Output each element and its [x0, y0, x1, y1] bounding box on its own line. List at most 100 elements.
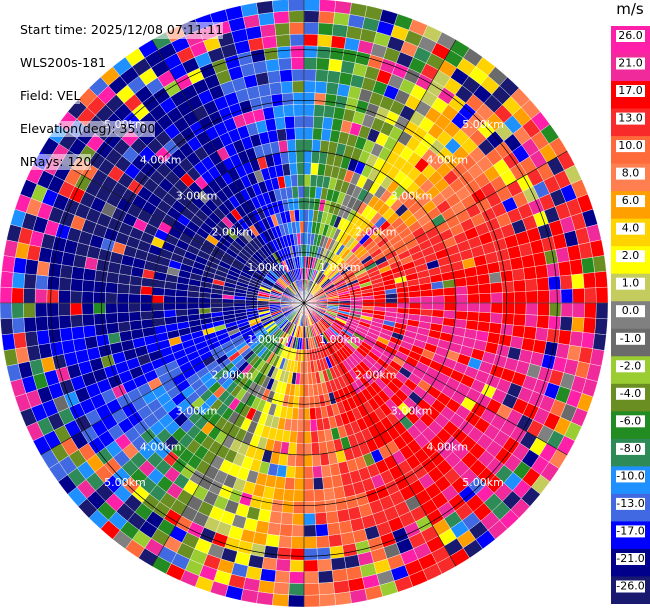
radar-gate [303, 127, 314, 140]
radar-gate [151, 302, 165, 312]
radar-gate [59, 264, 74, 279]
radar-gate [303, 104, 315, 117]
radar-gate [329, 545, 345, 559]
radar-gate [276, 547, 292, 561]
radar-gate [489, 282, 503, 294]
radar-gate [1, 255, 16, 273]
radar-gate [292, 80, 305, 93]
radar-gate [276, 128, 288, 142]
colorbar-label-bg [616, 112, 645, 125]
azimuth-spoke [303, 150, 568, 304]
radar-gate [82, 279, 95, 293]
radar-gate [292, 92, 305, 105]
radar-gate [523, 326, 537, 340]
radar-gate [70, 314, 84, 328]
radar-gate [318, 10, 335, 25]
radar-gate [0, 302, 13, 320]
range-ring-labels: 1.00km 1.00km 1.00km 1.00km 2.00km 2.00km 2.00… [104, 118, 504, 489]
radar-gate [534, 264, 549, 279]
radar-gate [265, 533, 280, 548]
radar-gate [453, 277, 467, 288]
radar-gate [595, 302, 609, 320]
radar-gate [267, 522, 281, 536]
radar-gate [571, 316, 585, 333]
radar-gate [288, 10, 305, 23]
radar-gate [278, 140, 289, 154]
radar-gate [521, 254, 536, 269]
colorbar-tick-label: 17.0 [618, 84, 643, 97]
colorbar-tick-label: 8.0 [622, 167, 640, 180]
radar-gate [289, 162, 298, 176]
radar-gate [259, 568, 277, 583]
radar-gate [23, 288, 36, 304]
radar-gate [23, 273, 37, 290]
radar-gate [293, 104, 305, 117]
azimuth-spoke [303, 39, 457, 304]
radar-gate [303, 477, 314, 491]
radar-gate [163, 295, 176, 304]
radar-gate [303, 372, 309, 385]
range-ring-label: 3.00km [391, 405, 433, 418]
radar-gate [303, 139, 313, 152]
radar-gate [584, 302, 597, 319]
radar-gate [500, 323, 514, 337]
radar-gate [24, 258, 39, 276]
colorbar-label-bg [616, 415, 645, 428]
radar-gate [467, 293, 480, 304]
radar-gate [559, 274, 573, 290]
radar-gate [82, 313, 95, 327]
radar-gate [117, 283, 130, 294]
radar-gate [323, 487, 336, 501]
radar-gate [501, 313, 515, 326]
radar-gate [292, 501, 305, 514]
radar-gate [513, 313, 526, 327]
radar-gate [297, 407, 305, 421]
radar-gate [316, 45, 332, 59]
radar-gate [303, 197, 310, 210]
radar-gate [490, 302, 503, 314]
radar-gate [509, 256, 524, 271]
radar-gate [314, 512, 328, 525]
colorbar-label-bg [616, 332, 645, 345]
radar-gate [272, 487, 285, 501]
radar-gate [317, 22, 334, 36]
radar-sectors [0, 0, 609, 608]
radar-gate [11, 302, 24, 319]
radar-gate [116, 302, 130, 313]
nrays: NRays: 120 [19, 153, 92, 171]
radar-gate [163, 309, 177, 318]
radar-gate [84, 335, 99, 350]
radar-gate [268, 510, 283, 525]
radar-gate [511, 267, 526, 282]
radar-gate [476, 273, 491, 285]
colorbar-label-bg [616, 57, 645, 70]
radar-gate [560, 288, 574, 304]
radar-gate [303, 162, 312, 175]
radar-gate [295, 454, 305, 467]
radar-gate [46, 315, 60, 331]
colorbar-tick-label: -21.0 [616, 552, 644, 565]
radar-gate [297, 174, 305, 187]
radar-gate [82, 267, 97, 282]
range-ring-label: 4.00km [140, 154, 182, 167]
radar-gate [259, 23, 277, 38]
radar-gate [309, 407, 317, 420]
radar-gate [334, 0, 352, 15]
radar-gate [93, 313, 107, 326]
azimuth-spoke [303, 302, 457, 567]
radar-gate [283, 104, 295, 118]
colorbar-tick-label: 4.0 [622, 222, 640, 235]
azimuth-spoke [151, 302, 305, 567]
radar-gate [105, 302, 118, 314]
range-ring-label: 1.00km [247, 333, 289, 346]
radar-gate [466, 311, 480, 322]
radar-gate [297, 185, 305, 199]
radar-gate [71, 266, 85, 280]
radar-gate [548, 275, 562, 291]
radar-gate [59, 327, 74, 342]
colorbar-label-bg [616, 387, 645, 400]
radar-gate [23, 316, 37, 333]
radar-gate [151, 294, 165, 304]
radar-gate [287, 151, 297, 164]
radar-gate [303, 10, 320, 23]
